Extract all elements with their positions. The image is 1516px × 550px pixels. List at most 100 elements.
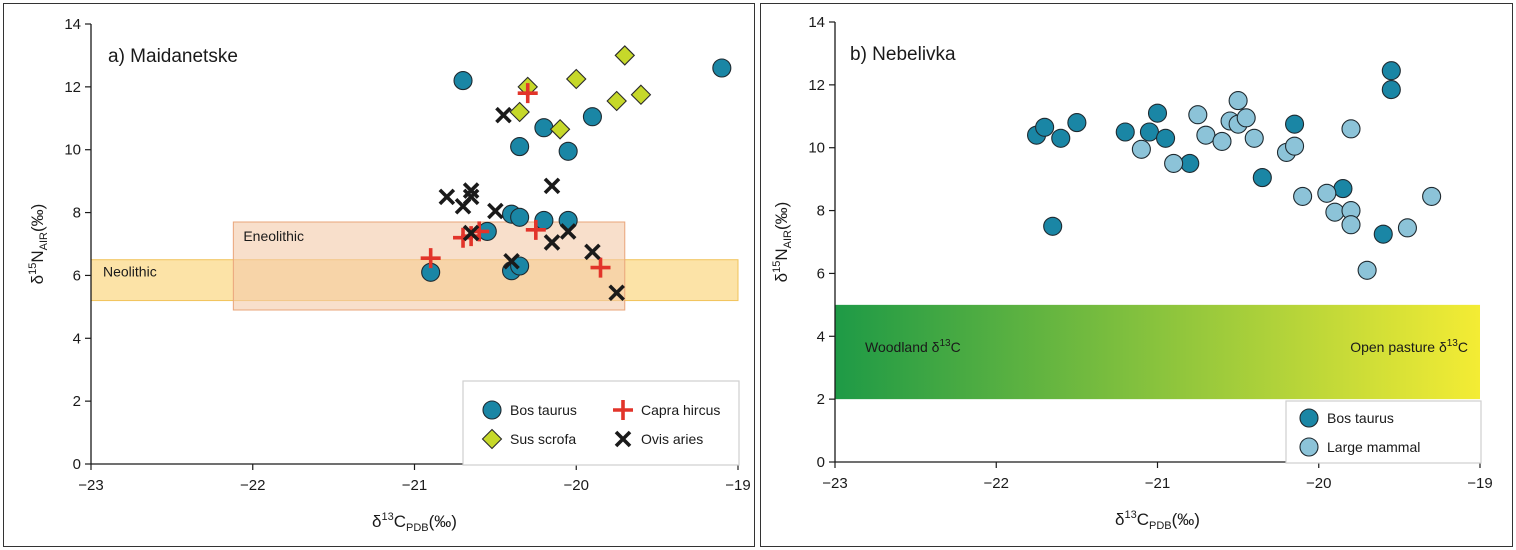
point-large-mammal <box>1285 136 1305 156</box>
panel-a-xtick-label: −21 <box>402 477 427 494</box>
point-bos-taurus <box>510 207 530 227</box>
point-bos-taurus <box>1285 114 1305 134</box>
point-large-mammal <box>1131 139 1151 159</box>
panel-a-xtick-label: −22 <box>240 477 265 494</box>
point-capra-hircus <box>461 226 482 247</box>
panel-b-title: b) Nebelivka <box>850 44 956 65</box>
point-large-mammal <box>1341 119 1361 139</box>
panel-a-legend-box <box>462 380 740 466</box>
point-large-mammal <box>1164 153 1184 173</box>
panel-a-series-ovis-aries <box>438 106 625 301</box>
point-capra-hircus <box>517 83 538 104</box>
xlabel-main: δ <box>372 512 381 531</box>
point-bos-taurus <box>558 141 578 161</box>
legend-label-sus-scrofa: Sus scrofa <box>510 431 576 447</box>
panel-a-group: Neolithic Eneolithic 0 2 4 6 8 10 12 14 −23 −22 −21 −… <box>27 16 751 534</box>
point-sus-scrofa <box>549 119 571 140</box>
xlabel-unit: (‰) <box>1172 510 1200 529</box>
point-bos-taurus <box>1043 216 1063 236</box>
point-bos-taurus <box>1067 113 1087 133</box>
panel-a-xtick-label: −19 <box>725 477 750 494</box>
point-sus-scrofa <box>509 101 530 123</box>
point-capra-hircus <box>590 257 611 278</box>
xlabel-mid: C <box>1137 510 1149 529</box>
point-ovis-aries <box>543 177 561 195</box>
band-label-eneolithic: Eneolithic <box>243 228 304 244</box>
point-large-mammal <box>1357 260 1377 280</box>
point-bos-taurus <box>1147 103 1168 123</box>
band-label-woodland-end: C <box>951 339 961 355</box>
band-label-open-pasture-sup: 13 <box>1447 338 1459 349</box>
point-large-mammal <box>1397 218 1417 238</box>
panel-b-series-large-mammal <box>1131 91 1442 280</box>
panel-a-y-axis-label: δ15NAIR(‰) <box>27 204 50 285</box>
ylabel-main: δ <box>772 273 791 282</box>
point-ovis-aries <box>487 202 504 220</box>
panel-a-ytick-label: 6 <box>73 267 81 284</box>
point-capra-hircus <box>420 248 441 269</box>
panel-a-ytick-label: 8 <box>73 205 81 222</box>
panel-b-legend-box <box>1285 400 1482 464</box>
panel-b-xtick-label: −20 <box>1306 475 1331 492</box>
band-label-woodland: Woodland δ13C <box>865 338 961 355</box>
point-large-mammal <box>1212 131 1232 151</box>
point-bos-taurus <box>1115 122 1135 142</box>
point-bos-taurus <box>712 58 732 78</box>
point-bos-taurus <box>1156 128 1176 148</box>
point-bos-taurus <box>1035 117 1055 137</box>
legend-marker-sus-scrofa <box>481 428 503 450</box>
xlabel-mid: C <box>394 512 406 531</box>
point-large-mammal <box>1196 125 1216 145</box>
point-bos-taurus <box>1051 128 1071 148</box>
point-large-mammal <box>1317 183 1337 203</box>
point-bos-taurus <box>582 107 602 127</box>
point-bos-taurus <box>1252 168 1272 188</box>
ylabel-sub: AIR <box>38 232 50 250</box>
xlabel-sub: PDB <box>1149 520 1172 532</box>
xlabel-sup: 13 <box>381 511 393 523</box>
panel-b-xtick-label: −21 <box>1145 475 1170 492</box>
panel-b-ytick-label: 12 <box>808 77 825 94</box>
point-capra-hircus <box>525 219 546 240</box>
panel-b-frame <box>760 3 1513 547</box>
point-bos-taurus <box>510 137 530 157</box>
point-sus-scrofa <box>614 45 636 66</box>
ylabel-unit: (‰) <box>28 204 47 232</box>
panel-b-ytick-label: 0 <box>817 454 825 471</box>
panel-a-ytick-label: 4 <box>73 330 81 347</box>
panel-a-ytick-label: 12 <box>64 79 81 96</box>
point-large-mammal <box>1188 105 1208 125</box>
panel-a-xtick-label: −20 <box>564 477 589 494</box>
point-bos-taurus <box>1180 153 1200 173</box>
band-label-open-pasture-main: Open pasture δ <box>1350 339 1447 355</box>
panel-b-ytick-label: 4 <box>817 328 825 345</box>
point-large-mammal <box>1341 215 1361 235</box>
point-sus-scrofa <box>630 84 652 105</box>
panel-a-series-capra-hircus <box>420 83 611 278</box>
band-label-woodland-main: Woodland δ <box>865 339 940 355</box>
point-bos-taurus <box>1381 80 1401 100</box>
panel-b-ytick-label: 10 <box>808 140 825 157</box>
legend-marker-bos-taurus <box>482 400 502 420</box>
panel-a-x-axis-label: δ13CPDB(‰) <box>372 511 457 534</box>
panel-b-x-axis-label: δ13CPDB(‰) <box>1115 509 1200 532</box>
point-ovis-aries <box>462 182 480 199</box>
point-large-mammal <box>1293 186 1313 206</box>
point-bos-taurus <box>1381 61 1401 81</box>
point-large-mammal <box>1422 186 1442 206</box>
legend-marker-large-mammal <box>1299 437 1319 457</box>
point-ovis-aries <box>462 224 480 242</box>
point-ovis-aries <box>584 243 601 261</box>
band-label-woodland-sup: 13 <box>939 338 951 349</box>
panel-a-title: a) Maidanetske <box>108 46 238 67</box>
legend-label-bos-taurus: Bos taurus <box>1327 410 1394 426</box>
xlabel-unit: (‰) <box>429 512 457 531</box>
legend-marker-bos-taurus <box>1299 408 1319 428</box>
ylabel-mid: N <box>28 250 47 262</box>
point-bos-taurus <box>1333 179 1353 199</box>
panel-a-ytick-label: 0 <box>73 456 81 473</box>
xlabel-sup: 13 <box>1124 509 1136 521</box>
panel-a-frame <box>3 3 755 547</box>
